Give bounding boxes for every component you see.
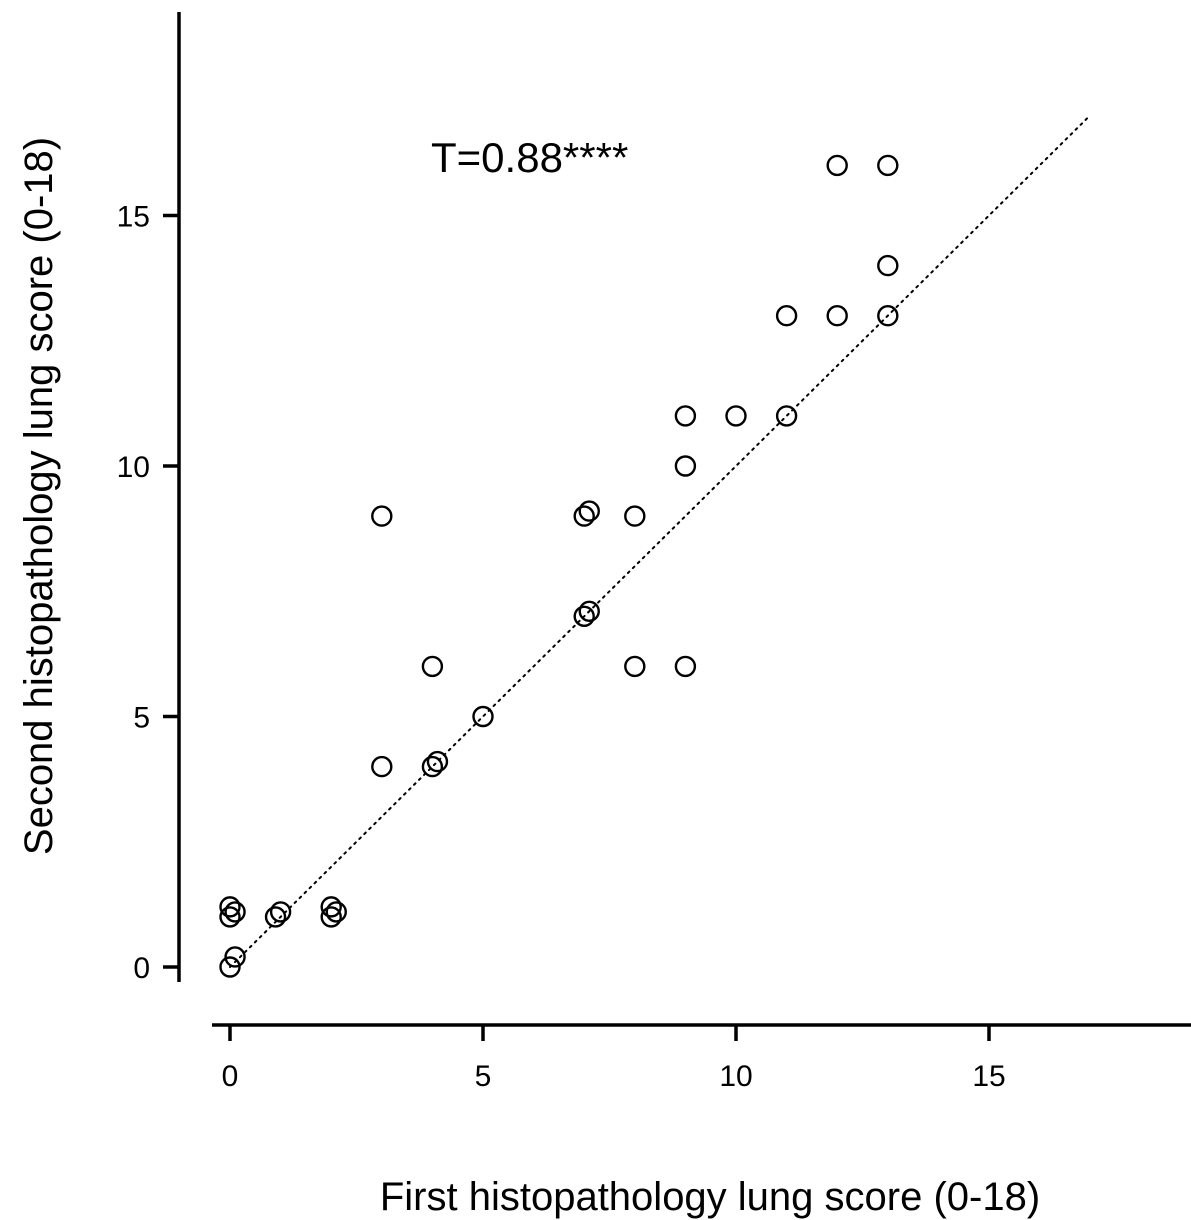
data-point	[426, 750, 449, 773]
data-point	[826, 154, 848, 177]
x-tick-label: 15	[972, 1060, 1005, 1093]
correlation-annotation: T=0.88****	[431, 134, 628, 181]
data-point	[775, 305, 798, 327]
data-point	[472, 705, 494, 728]
data-point	[325, 901, 347, 923]
data-point	[371, 755, 393, 778]
data-point	[224, 946, 246, 968]
data-point	[264, 906, 287, 928]
data-point	[775, 405, 798, 427]
data-point	[674, 405, 697, 427]
data-point	[320, 896, 342, 918]
data-point	[578, 500, 600, 522]
data-point	[371, 505, 393, 527]
data-point	[674, 655, 697, 678]
y-tick-label: 5	[133, 702, 150, 735]
data-point	[219, 956, 241, 978]
data-point	[421, 655, 444, 678]
data-point	[624, 505, 646, 527]
x-axis-label: First histopathology lung score (0-18)	[380, 1175, 1040, 1219]
y-axis-label: Second histopathology lung score (0-18)	[17, 137, 61, 855]
identity-reference-line	[229, 114, 1092, 968]
data-point	[573, 605, 595, 627]
x-tick-label: 5	[475, 1060, 492, 1093]
x-tick-label: 0	[222, 1060, 239, 1093]
y-tick-label: 15	[117, 201, 150, 234]
data-point	[877, 154, 899, 177]
data-point	[421, 755, 444, 778]
data-point	[725, 405, 747, 427]
data-point	[219, 906, 241, 928]
data-point	[826, 305, 848, 327]
data-point	[877, 305, 899, 327]
x-axis-ticks: 0 5 10 15	[222, 1025, 1006, 1093]
data-point	[624, 655, 646, 678]
data-point	[320, 906, 342, 928]
y-tick-label: 0	[133, 952, 150, 985]
y-axis-ticks: 0 5 10 15	[117, 201, 179, 985]
data-point	[224, 901, 246, 923]
data-point	[269, 901, 292, 923]
data-point	[877, 254, 899, 277]
data-point	[573, 505, 595, 527]
data-points	[219, 154, 899, 978]
y-tick-label: 10	[117, 451, 150, 484]
data-point	[219, 896, 241, 918]
data-point	[578, 600, 600, 622]
x-tick-label: 10	[719, 1060, 752, 1093]
data-point	[674, 455, 697, 477]
